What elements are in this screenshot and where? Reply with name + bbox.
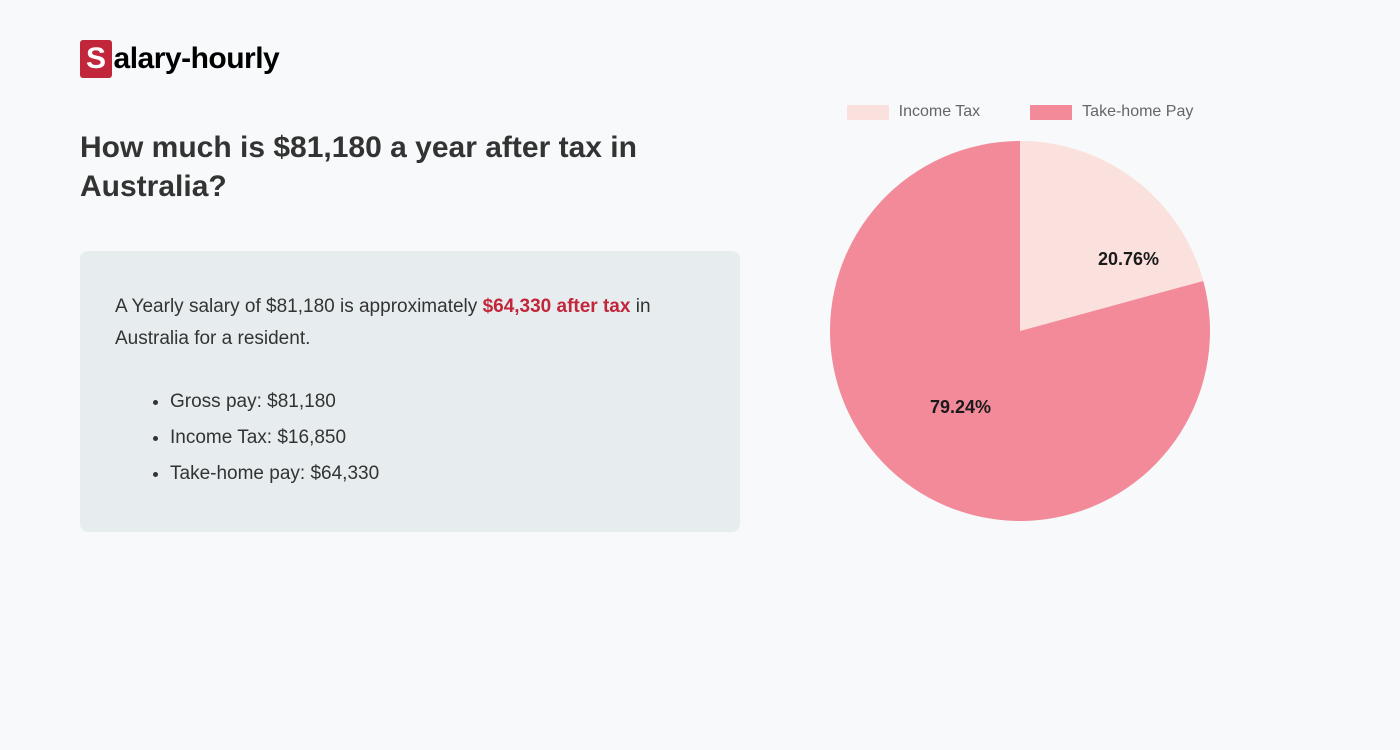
page-title: How much is $81,180 a year after tax in … xyxy=(80,128,740,206)
list-item: Gross pay: $81,180 xyxy=(170,384,705,420)
summary-box: A Yearly salary of $81,180 is approximat… xyxy=(80,251,740,532)
left-column: How much is $81,180 a year after tax in … xyxy=(80,128,740,532)
legend-swatch xyxy=(847,105,889,120)
summary-highlight: $64,330 after tax xyxy=(483,296,631,317)
pie-chart: 20.76% 79.24% xyxy=(830,141,1210,521)
list-item: Income Tax: $16,850 xyxy=(170,420,705,456)
legend-swatch xyxy=(1030,105,1072,120)
breakdown-list: Gross pay: $81,180 Income Tax: $16,850 T… xyxy=(115,384,705,492)
logo-badge: S xyxy=(80,40,112,78)
logo-text: alary-hourly xyxy=(114,42,280,76)
pie-svg xyxy=(830,141,1210,521)
slice-label-take-home: 79.24% xyxy=(930,397,991,418)
legend-label: Take-home Pay xyxy=(1082,103,1193,121)
right-column: Income Tax Take-home Pay 20.76% 79.24% xyxy=(810,103,1230,532)
main-content: How much is $81,180 a year after tax in … xyxy=(80,128,1320,532)
summary-pre: A Yearly salary of $81,180 is approximat… xyxy=(115,296,483,317)
chart-legend: Income Tax Take-home Pay xyxy=(847,103,1194,121)
list-item: Take-home pay: $64,330 xyxy=(170,456,705,492)
site-logo: Salary-hourly xyxy=(80,40,1320,78)
summary-text: A Yearly salary of $81,180 is approximat… xyxy=(115,291,705,356)
slice-label-income-tax: 20.76% xyxy=(1098,249,1159,270)
legend-item-take-home: Take-home Pay xyxy=(1030,103,1193,121)
legend-label: Income Tax xyxy=(899,103,981,121)
legend-item-income-tax: Income Tax xyxy=(847,103,981,121)
